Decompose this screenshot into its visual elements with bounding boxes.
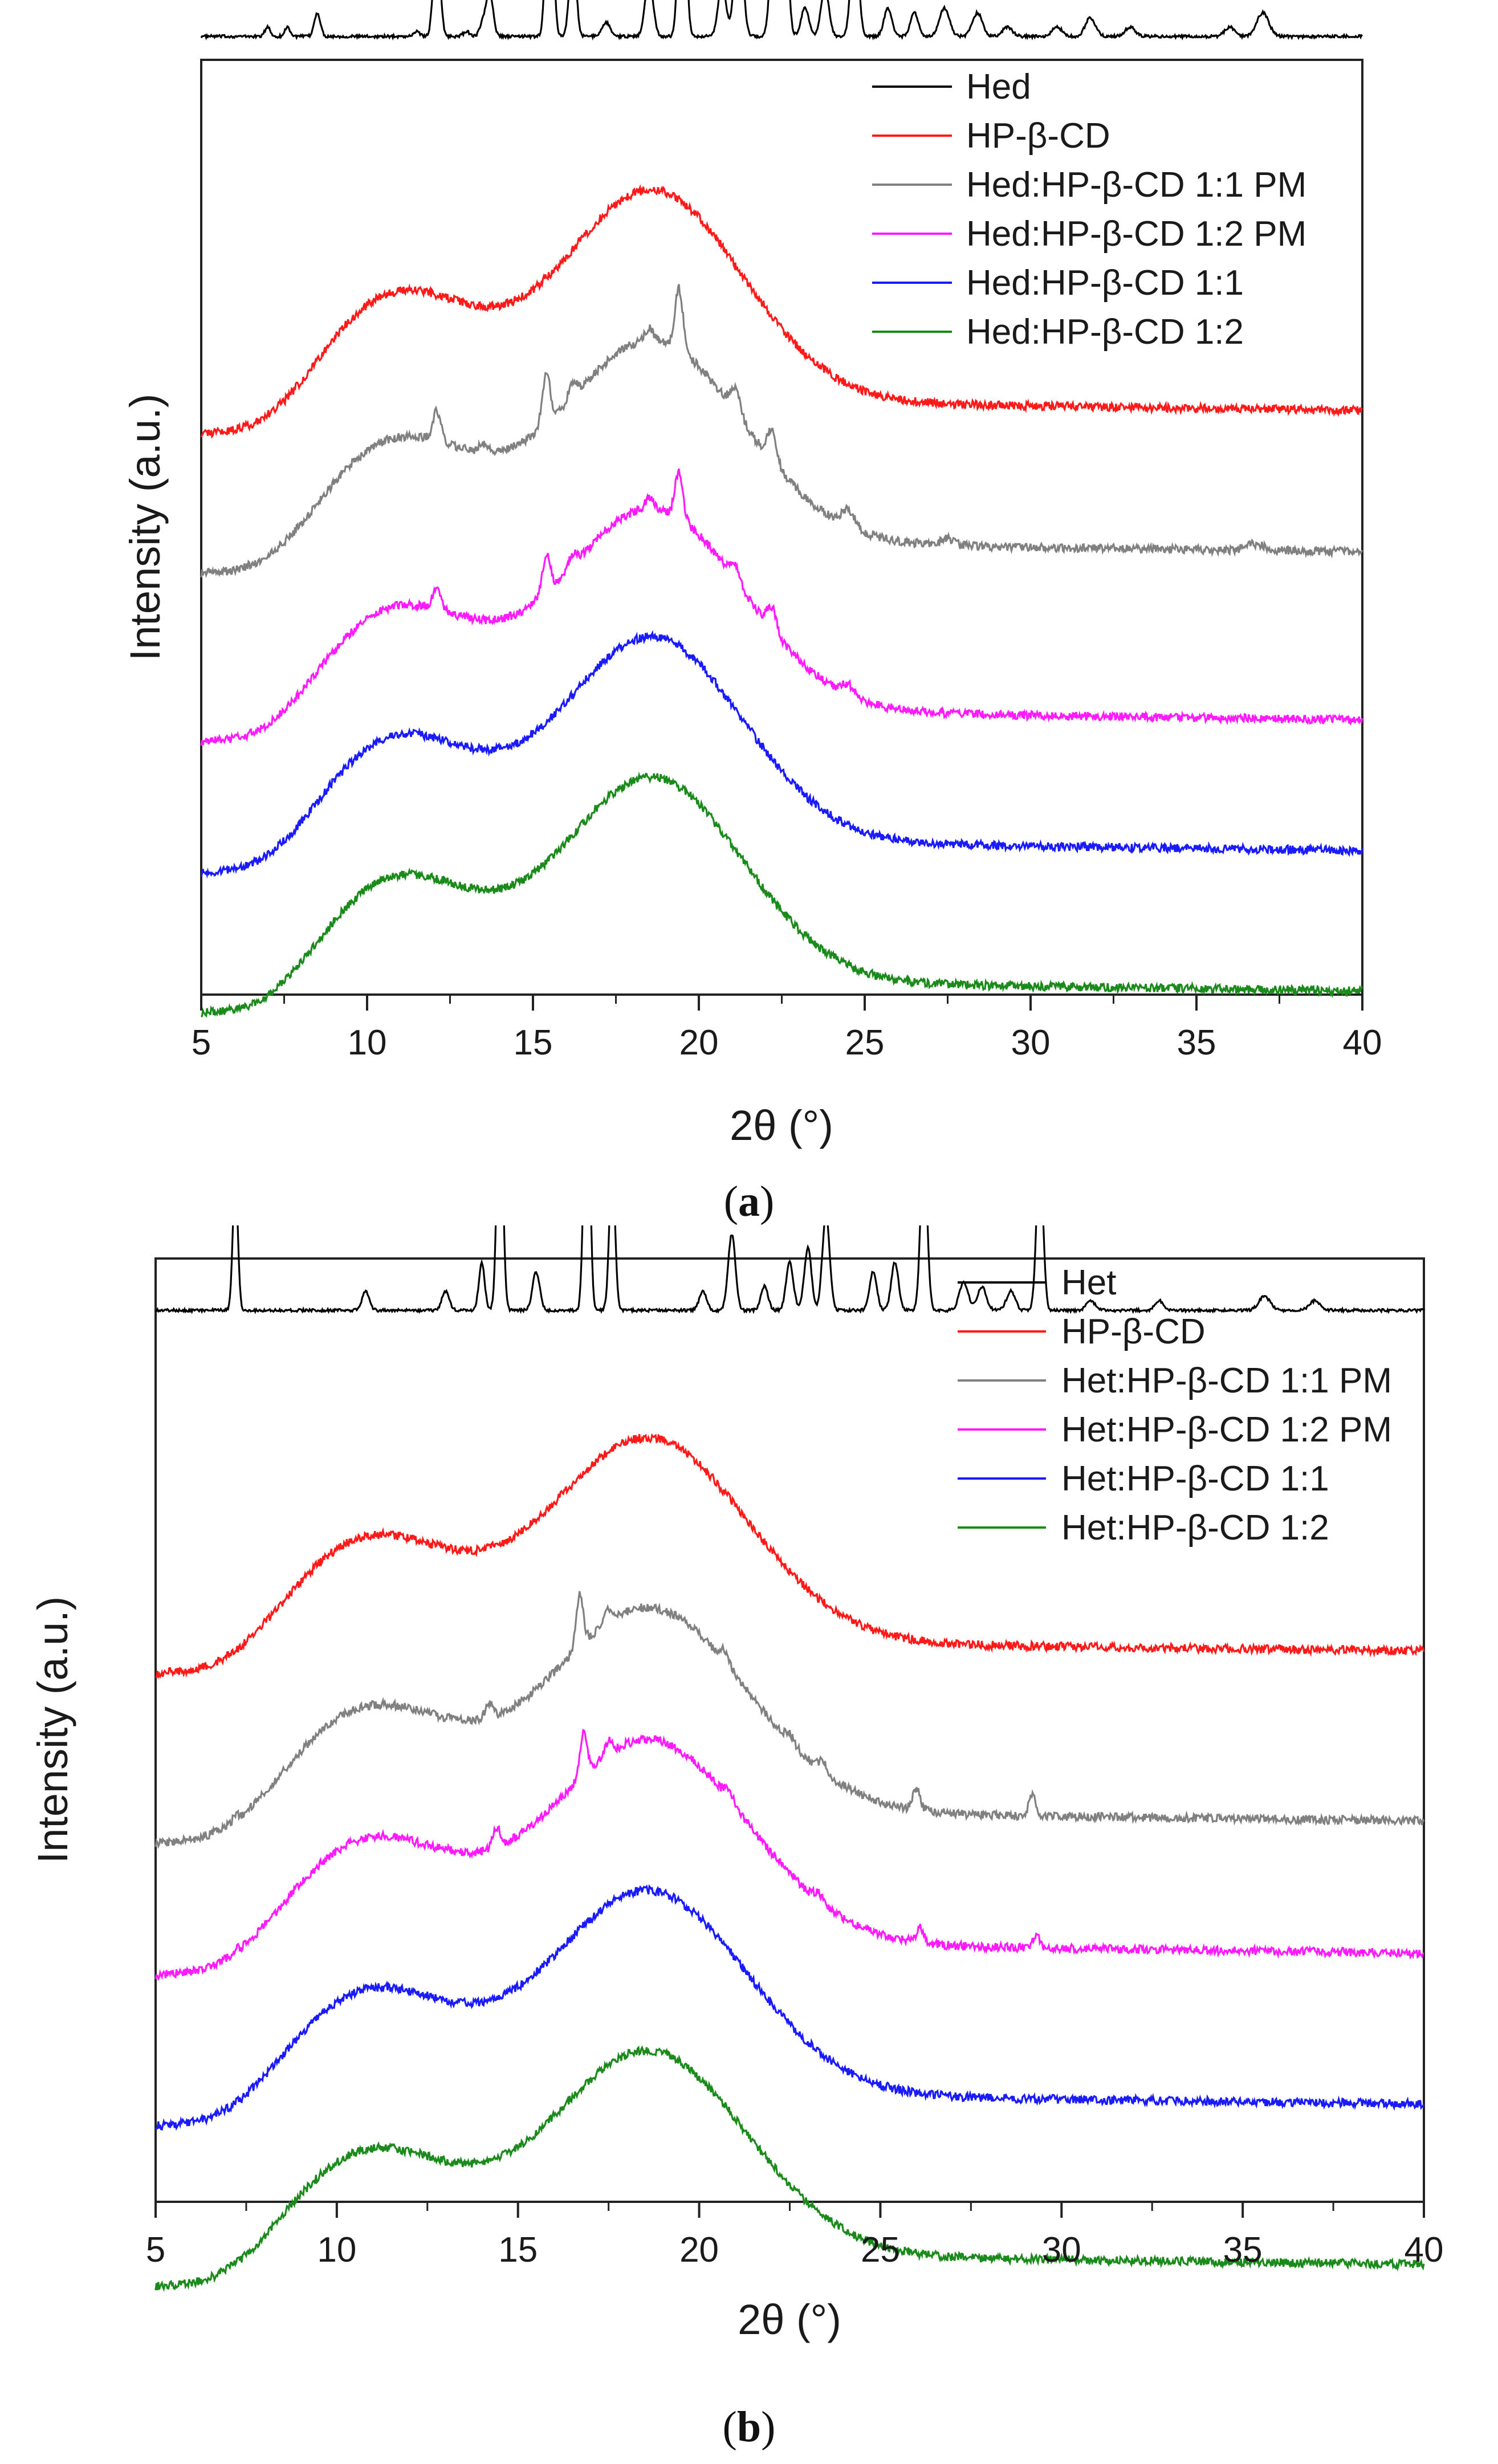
x-tick-label: 25 — [861, 2230, 900, 2270]
series-line-6 — [154, 2045, 1425, 2292]
legend-label: HP-β-CD — [966, 116, 1110, 156]
x-tick-label: 10 — [348, 1023, 387, 1062]
x-tick-label: 10 — [317, 2230, 356, 2270]
series-line-2 — [156, 1433, 1425, 1680]
legend-label: Hed:HP-β-CD 1:2 — [966, 312, 1244, 352]
series-line-4 — [200, 468, 1363, 746]
x-tick-label: 20 — [679, 1023, 719, 1062]
panel-label-b: (b) — [722, 2403, 776, 2451]
series-line-4 — [154, 1729, 1424, 1981]
legend-label: Het:HP-β-CD 1:2 — [1061, 1508, 1329, 1547]
x-tick-label: 5 — [146, 2230, 165, 2270]
y-axis-label: Intensity (a.u.) — [29, 1596, 76, 1864]
series-line-5 — [200, 630, 1363, 879]
legend-label: Hed:HP-β-CD 1:2 PM — [966, 214, 1306, 254]
series-line-2 — [200, 184, 1363, 439]
series-line-3 — [154, 1591, 1425, 1850]
x-ticks: 5 10 15 20 25 30 35 40 — [192, 995, 1382, 1062]
x-axis-label: 2θ (°) — [730, 1102, 833, 1149]
xrd-chart-b: 5 10 15 20 25 30 35 40 Het HP-β-CD Het:HP-β-CD 1:… — [29, 1225, 1444, 2343]
x-tick-label: 35 — [1223, 2230, 1263, 2270]
series-layer — [154, 1225, 1425, 2292]
legend-label: Het — [1061, 1263, 1116, 1302]
legend-label: HP-β-CD — [1061, 1312, 1206, 1351]
panel-label-a: (a) — [723, 1178, 775, 1225]
x-tick-label: 35 — [1177, 1023, 1216, 1062]
series-line-5 — [154, 1884, 1425, 2131]
x-tick-label: 15 — [514, 1023, 553, 1062]
x-axis-label: 2θ (°) — [738, 2296, 841, 2343]
plot-area: 5 10 15 20 25 30 35 40 Hed HP-β-CD Hed:HP-β-CD 1:… — [192, 0, 1382, 1062]
legend-label: Het:HP-β-CD 1:1 PM — [1061, 1361, 1392, 1400]
series-line-3 — [200, 284, 1363, 578]
legend-label: Het:HP-β-CD 1:1 — [1061, 1459, 1329, 1498]
legend: Het HP-β-CD Het:HP-β-CD 1:1 PM Het:HP-β-CD … — [958, 1263, 1392, 1547]
legend-label: Hed:HP-β-CD 1:1 PM — [966, 165, 1306, 205]
y-axis-label: Intensity (a.u.) — [121, 394, 169, 661]
x-ticks: 5 10 15 20 25 30 35 40 — [146, 2202, 1444, 2270]
legend-label: Het:HP-β-CD 1:2 PM — [1061, 1410, 1392, 1449]
x-tick-label: 40 — [1405, 2230, 1444, 2270]
xrd-chart-a: 5 10 15 20 25 30 35 40 Hed HP-β-CD Hed:HP-β-CD 1:… — [121, 0, 1382, 1149]
legend-label: Hed — [966, 67, 1031, 107]
legend-label: Hed:HP-β-CD 1:1 — [966, 263, 1244, 303]
series-line-1 — [200, 0, 1363, 41]
x-tick-label: 5 — [192, 1023, 211, 1062]
x-tick-label: 30 — [1042, 2230, 1081, 2270]
series-layer — [200, 0, 1363, 1018]
x-tick-label: 15 — [498, 2230, 538, 2270]
legend: Hed HP-β-CD Hed:HP-β-CD 1:1 PM Hed:HP-β-CD … — [872, 67, 1306, 352]
series-line-1 — [154, 1225, 1425, 1314]
x-tick-label: 20 — [679, 2230, 719, 2270]
plot-area: 5 10 15 20 25 30 35 40 Het HP-β-CD Het:HP-β-CD 1:… — [146, 1225, 1444, 2292]
x-tick-label: 30 — [1011, 1023, 1051, 1062]
x-tick-label: 40 — [1343, 1023, 1382, 1062]
series-line-6 — [200, 771, 1363, 1018]
x-tick-label: 25 — [845, 1023, 885, 1062]
